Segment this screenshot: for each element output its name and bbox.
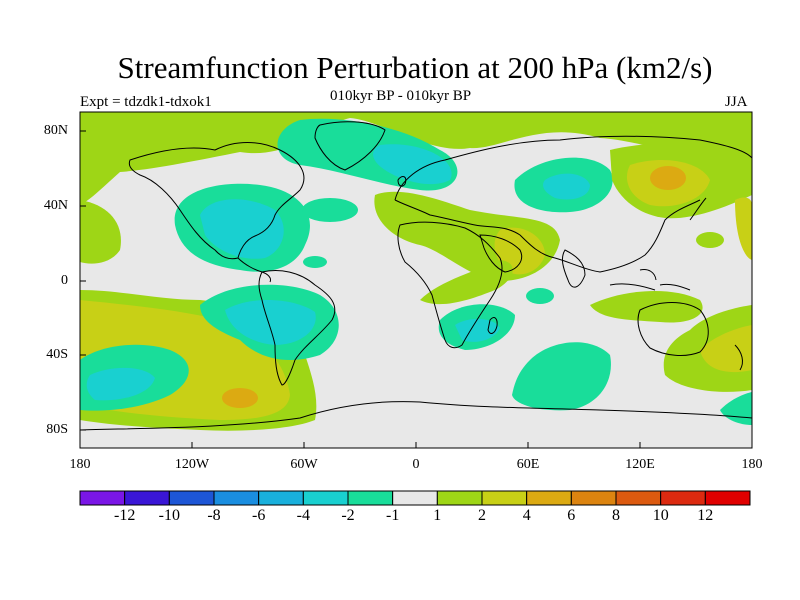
field-region-spac-pos-max: [222, 388, 258, 408]
field-region-samerica-neg-core: [225, 300, 316, 345]
season-label: JJA: [725, 94, 748, 110]
xtick-label-0: 0: [412, 457, 420, 472]
colorbar-swatch: [481, 490, 528, 506]
coastline-india: [561, 249, 586, 288]
colorbar-label: 6: [567, 507, 576, 524]
xtick-label-180e: 180: [741, 457, 763, 472]
xtick-label-120e: 120E: [625, 457, 655, 472]
colorbar-label: -12: [114, 507, 136, 524]
coastline-japan: [689, 197, 707, 221]
colorbar-label: 2: [478, 507, 486, 524]
coastline-madagascar: [487, 317, 498, 334]
colorbar-swatch: [704, 490, 751, 506]
colorbar-label: -1: [386, 507, 400, 524]
colorbar-swatch: [660, 490, 706, 506]
field-region-spac-neg-core: [86, 367, 155, 401]
field-region-pacific-pos: [80, 200, 121, 264]
map-title: Streamfunction Perturbation at 200 hPa (…: [117, 50, 713, 85]
coastlines: [80, 121, 752, 431]
coastline-new-zealand: [734, 344, 743, 371]
colorbar-label: 12: [697, 507, 714, 524]
ytick-label-40s: 40S: [46, 347, 68, 362]
colorbar-swatch: [79, 490, 126, 506]
field-region-easia-pos-max: [650, 166, 686, 190]
xtick-label-120w: 120W: [174, 457, 210, 472]
field-region-atlantic-neg-small: [303, 256, 327, 268]
colorbar-swatch: [615, 490, 662, 506]
colorbar-label: -4: [296, 507, 310, 524]
colorbar-swatch: [124, 490, 170, 506]
colorbar-swatch: [302, 490, 349, 506]
colorbar-label: -6: [252, 507, 266, 524]
colorbar-label: 8: [612, 507, 620, 524]
colorbar-swatch: [436, 490, 483, 506]
field-region-npacific-pos-edge: [735, 197, 752, 260]
coastline-antarctica: [80, 401, 752, 431]
colorbar-swatch: [570, 490, 617, 506]
colorbar-label: 4: [522, 507, 531, 524]
field-region-eafrica-pos: [420, 260, 513, 305]
ytick-label-80s: 80S: [46, 422, 68, 437]
ytick-label-40n: 40N: [43, 198, 68, 213]
colorbar-label: -10: [158, 507, 180, 524]
ytick-label-80n: 80N: [43, 123, 68, 138]
field-region-spacific-pos-core: [700, 325, 752, 373]
colorbar-swatch: [526, 490, 572, 506]
colorbar-swatch: [213, 490, 260, 506]
field-region-midatlantic-neg: [302, 198, 358, 222]
experiment-label: Expt = tdzdk1-tdxok1: [80, 94, 212, 110]
coastline-north-america: [128, 142, 305, 260]
ytick-label-0: 0: [61, 273, 68, 288]
colorbar-swatch: [258, 490, 304, 506]
field-region-southern-ocean-neg: [512, 342, 611, 411]
colorbar-label: 1: [433, 507, 442, 524]
coastline-indonesia: [609, 269, 691, 291]
field-region-japan-pos: [696, 232, 724, 248]
colorbar-swatch: [168, 490, 215, 506]
colorbar-label: -2: [341, 507, 355, 524]
coastline-africa: [397, 221, 503, 349]
field-region-casia-neg-core: [543, 173, 590, 200]
colorbar: [79, 490, 751, 506]
xtick-label-180w: 180: [69, 457, 91, 472]
colorbar-label: 10: [652, 507, 669, 524]
coastline-arabia: [479, 234, 523, 273]
period-subtitle: 010kyr BP - 010kyr BP: [330, 88, 472, 104]
xtick-label-60w: 60W: [290, 457, 318, 472]
colorbar-swatch: [347, 490, 394, 506]
coastline-uk: [397, 176, 407, 187]
colorbar-label: -8: [207, 507, 221, 524]
xtick-label-60e: 60E: [516, 457, 540, 472]
coastline-eurasia: [394, 135, 752, 273]
contour-field: [80, 112, 752, 448]
coastline-south-america: [258, 270, 336, 386]
field-region-namerica-neg-core: [200, 199, 284, 259]
colorbar-swatch: [392, 490, 438, 506]
coastline-greenland: [314, 121, 386, 171]
axis-ticks: [80, 130, 641, 448]
field-region-sindian-neg: [526, 288, 554, 304]
field-region-arctic-neg-core: [373, 144, 452, 185]
field-region-arctic-pos: [80, 112, 752, 205]
field-region-antarctic-neg-east: [720, 392, 752, 425]
coastline-australia: [637, 302, 709, 356]
